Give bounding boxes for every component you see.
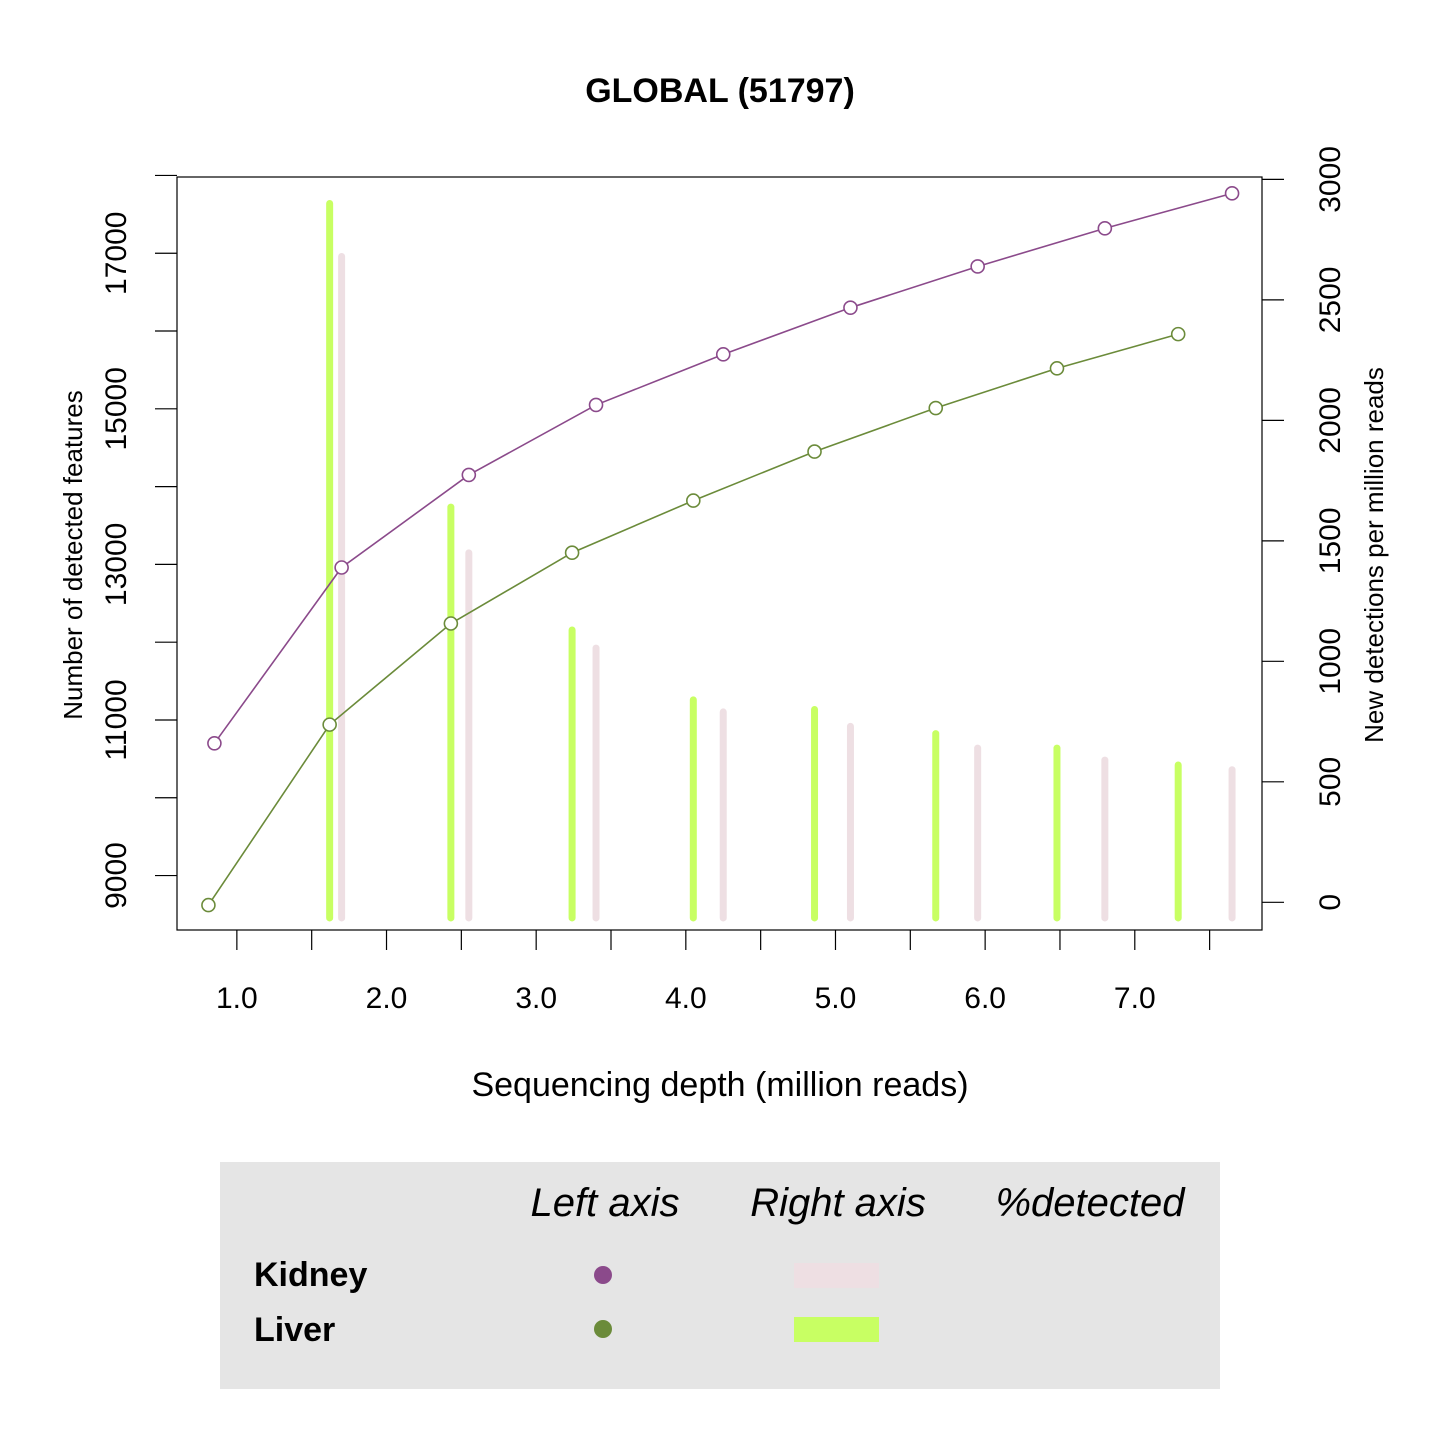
y-left-tick-label: 17000 [100,212,133,295]
y-left-tick-label: 11000 [100,679,133,760]
legend-bar-kidney [794,1263,879,1288]
point-kidney-7 [1097,221,1113,236]
x-tick-label: 7.0 [1114,982,1156,1015]
point-kidney-5 [843,300,858,315]
y-right-axis: 0 500 1000 1500 2000 2500 3000 [1262,146,1347,911]
point-liver-0 [201,897,216,913]
legend-header-left-axis: Left axis [531,1181,680,1225]
x-tick-label: 3.0 [515,982,557,1015]
point-liver-8 [1170,326,1186,342]
point-liver-7 [1049,361,1065,376]
series-line-kidney [213,192,1233,744]
y-right-tick-label: 2500 [1314,267,1347,334]
plot-frame [176,176,1263,931]
point-kidney-1 [334,560,349,575]
point-liver-1 [322,717,337,732]
x-tick-label: 6.0 [964,982,1006,1015]
legend-point-kidney [594,1266,612,1284]
x-axis-label: Sequencing depth (million reads) [471,1066,968,1104]
x-tick-label: 1.0 [216,982,258,1015]
lines-layer [201,186,1240,913]
legend-background [220,1162,1220,1389]
x-axis: 1.0 2.0 3.0 4.0 5.0 6.0 7.0 [216,930,1211,1015]
point-kidney-0 [207,736,222,751]
legend-header-right-axis: Right axis [750,1181,926,1225]
y-left-tick-label: 9000 [100,842,133,909]
point-liver-5 [807,444,822,459]
legend-bar-liver [794,1317,879,1342]
point-kidney-2 [461,467,477,483]
chart-title: GLOBAL (51797) [585,72,855,110]
y-left-tick-label: 13000 [100,523,133,606]
x-tick-label: 4.0 [665,982,707,1015]
legend: Left axis Right axis %detected Kidney Li… [220,1162,1220,1389]
point-liver-3 [564,545,580,561]
point-liver-4 [686,493,701,508]
point-liver-2 [443,616,459,631]
y-right-tick-label: 1000 [1314,628,1347,695]
point-kidney-6 [970,259,985,274]
legend-point-liver [594,1320,612,1338]
y-right-tick-label: 500 [1314,757,1347,807]
legend-header-percent-detected: %detected [995,1181,1186,1225]
y-right-tick-label: 1500 [1314,507,1347,574]
y-right-axis-label: New detections per million reads [1359,367,1389,743]
y-right-tick-label: 3000 [1314,146,1347,213]
point-kidney-3 [588,397,604,413]
y-left-tick-label: 15000 [100,367,133,450]
point-liver-6 [928,400,944,416]
y-right-tick-label: 0 [1314,894,1347,911]
y-left-axis: 9000 11000 13000 15000 17000 [100,174,177,909]
x-tick-label: 2.0 [366,982,408,1015]
legend-label-liver: Liver [254,1311,335,1349]
point-kidney-8 [1224,186,1240,201]
x-tick-label: 5.0 [815,982,857,1015]
point-kidney-4 [715,347,731,362]
bars-layer [326,200,1236,922]
y-right-tick-label: 2000 [1314,387,1347,454]
legend-label-kidney: Kidney [254,1256,367,1294]
y-left-axis-label: Number of detected features [58,390,88,720]
